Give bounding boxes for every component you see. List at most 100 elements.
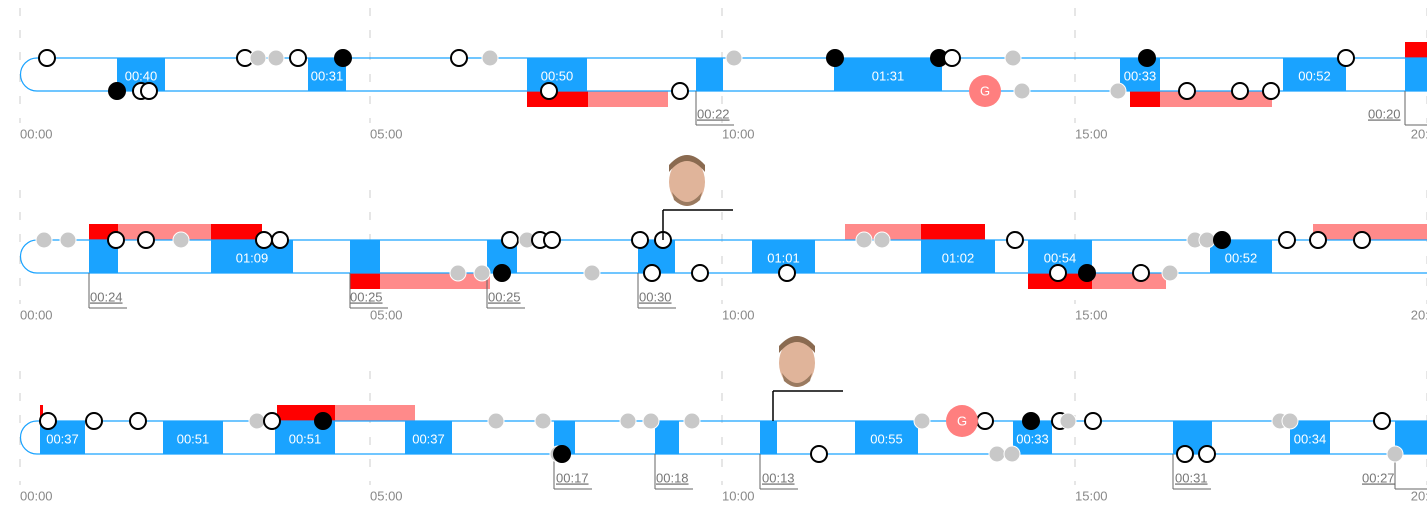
axis-label: 00:00 bbox=[20, 126, 53, 141]
duration-note: 00:30 bbox=[639, 289, 672, 304]
session-block bbox=[1283, 58, 1346, 91]
event-dot bbox=[540, 82, 558, 100]
session-duration: 00:31 bbox=[311, 68, 344, 83]
session-duration: 01:02 bbox=[942, 250, 975, 265]
session-duration: 00:51 bbox=[177, 431, 210, 446]
alert-bar bbox=[40, 405, 43, 421]
duration-note: 00:13 bbox=[762, 470, 795, 485]
event-dot bbox=[543, 231, 561, 249]
event-dot bbox=[248, 412, 266, 430]
event-dot bbox=[249, 49, 267, 67]
event-dot bbox=[450, 49, 468, 67]
event-dot bbox=[172, 231, 190, 249]
event-dot bbox=[1003, 445, 1021, 463]
alert-bar bbox=[118, 224, 211, 240]
event-dot bbox=[473, 264, 491, 282]
g-badge bbox=[969, 75, 1001, 107]
alert-bar bbox=[350, 273, 380, 289]
session-block bbox=[163, 421, 223, 454]
event-dot bbox=[683, 412, 701, 430]
event-dot bbox=[493, 264, 511, 282]
event-dot bbox=[1231, 82, 1249, 100]
session-block bbox=[655, 421, 679, 454]
alert-bar bbox=[335, 405, 415, 421]
event-dot bbox=[271, 231, 289, 249]
alert-bar bbox=[921, 224, 985, 240]
duration-note: 00:24 bbox=[90, 289, 123, 304]
axis-label: 00:00 bbox=[20, 488, 53, 503]
duration-note: 00:18 bbox=[656, 470, 689, 485]
track bbox=[19, 57, 1427, 92]
event-dot bbox=[129, 412, 147, 430]
axis-label: 05:00 bbox=[370, 126, 403, 141]
event-dot bbox=[534, 412, 552, 430]
event-dot bbox=[1013, 82, 1031, 100]
event-dot bbox=[1006, 231, 1024, 249]
event-dot bbox=[1078, 264, 1096, 282]
event-dot bbox=[1373, 412, 1391, 430]
event-dot bbox=[334, 49, 352, 67]
session-block bbox=[696, 58, 723, 91]
session-duration: 00:33 bbox=[1016, 431, 1049, 446]
event-dot bbox=[826, 49, 844, 67]
axis-label: 20:00 bbox=[1411, 307, 1427, 322]
session-duration: 01:09 bbox=[236, 250, 269, 265]
axis-label: 15:00 bbox=[1075, 307, 1108, 322]
session-block bbox=[760, 421, 777, 454]
event-dot bbox=[1178, 82, 1196, 100]
duration-note: 00:17 bbox=[556, 470, 589, 485]
duration-note: 00:22 bbox=[697, 106, 730, 121]
alert-bar bbox=[1092, 273, 1166, 289]
event-dot bbox=[873, 231, 891, 249]
event-dot bbox=[1109, 82, 1127, 100]
session-block bbox=[350, 240, 380, 273]
event-dot bbox=[267, 49, 285, 67]
session-block bbox=[921, 240, 995, 273]
event-dot bbox=[988, 445, 1006, 463]
session-duration: 00:33 bbox=[1124, 68, 1157, 83]
event-dot bbox=[1138, 49, 1156, 67]
event-dot bbox=[1281, 412, 1299, 430]
session-block bbox=[1290, 421, 1330, 454]
timeline-row: 00:17 00:18 00:13 00:31 00:27 00:37 00:51 00:51… bbox=[19, 371, 1427, 503]
event-dot bbox=[778, 264, 796, 282]
event-dot bbox=[255, 231, 273, 249]
event-dot bbox=[289, 49, 307, 67]
alert-bar bbox=[1130, 91, 1160, 107]
event-dot bbox=[642, 412, 660, 430]
session-duration: 00:55 bbox=[870, 431, 903, 446]
session-duration: 00:37 bbox=[46, 431, 79, 446]
track bbox=[19, 420, 1427, 455]
duration-note: 00:20 bbox=[1368, 106, 1401, 121]
event-dot bbox=[314, 412, 332, 430]
event-dot bbox=[140, 82, 158, 100]
face bbox=[772, 336, 843, 421]
event-dot bbox=[1049, 264, 1067, 282]
duration-note: 00:25 bbox=[488, 289, 521, 304]
session-duration: 00:52 bbox=[1298, 68, 1331, 83]
event-dot bbox=[1278, 231, 1296, 249]
event-dot bbox=[137, 231, 155, 249]
face bbox=[662, 155, 733, 240]
event-dot bbox=[725, 49, 743, 67]
alert-bar bbox=[211, 224, 262, 240]
session-duration: 01:01 bbox=[767, 250, 800, 265]
session-block bbox=[527, 58, 587, 91]
track bbox=[19, 239, 1427, 274]
event-dot bbox=[481, 49, 499, 67]
session-block bbox=[834, 58, 942, 91]
event-dot bbox=[263, 412, 281, 430]
alert-bar bbox=[588, 91, 668, 107]
axis-label: 00:00 bbox=[20, 307, 53, 322]
session-duration: 00:50 bbox=[541, 68, 574, 83]
timeline-row: 00:22 00:20 00:40 00:31 00:50 01:31 00:33 00:52… bbox=[19, 8, 1427, 141]
event-dot bbox=[1213, 231, 1231, 249]
session-duration: 00:54 bbox=[1044, 250, 1077, 265]
event-dot bbox=[913, 412, 931, 430]
event-dot bbox=[671, 82, 689, 100]
axis-label: 10:00 bbox=[722, 307, 755, 322]
axis-label: 10:00 bbox=[722, 488, 755, 503]
event-dot bbox=[1386, 445, 1404, 463]
event-dot bbox=[1161, 264, 1179, 282]
session-duration: 00:34 bbox=[1294, 431, 1327, 446]
